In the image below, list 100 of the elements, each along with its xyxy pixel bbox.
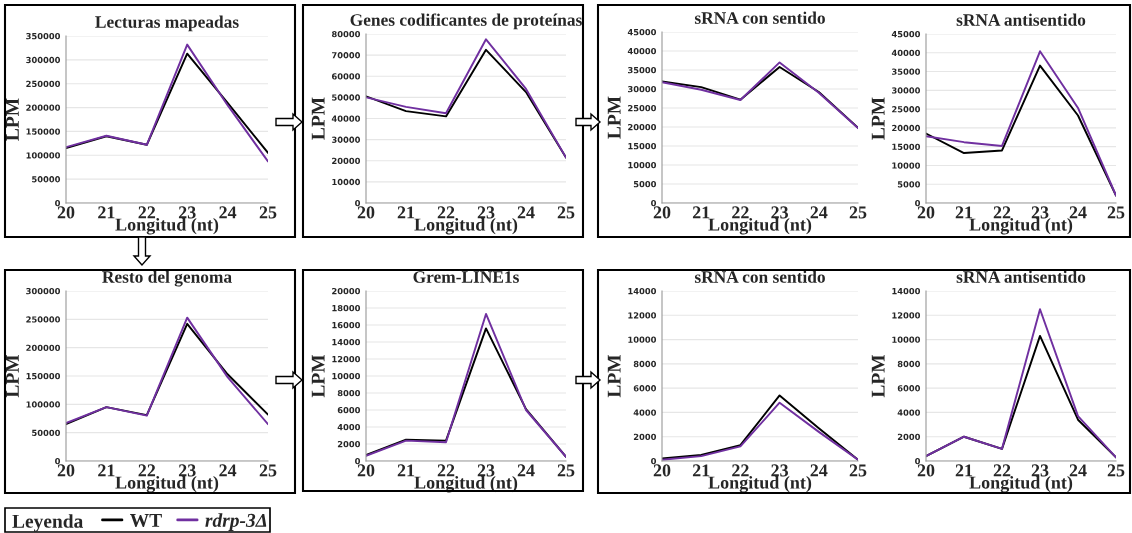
y-tick-label: 15000	[628, 142, 657, 150]
chart-title: Lecturas mapeadas	[95, 15, 239, 32]
y-tick-label: 300000	[26, 287, 61, 295]
y-tick-label: 300000	[26, 56, 61, 64]
y-tick-label: 16000	[332, 321, 361, 329]
y-tick-label: 5000	[633, 180, 657, 188]
x-tick-label: 23	[1031, 464, 1049, 477]
y-tick-label: 5000	[897, 181, 921, 188]
y-tick-label: 60000	[331, 73, 361, 80]
x-tick-label: 22	[138, 464, 156, 477]
y-tick-label: 40000	[627, 47, 657, 55]
x-tick-label: 25	[849, 464, 867, 477]
x-tick-label: 21	[955, 206, 973, 219]
y-tick-label: 250000	[26, 316, 61, 323]
y-axis-title: LPM	[311, 97, 325, 140]
y-tick-label: 0	[355, 199, 361, 207]
y-axis-title: LPM	[6, 98, 19, 141]
chart-title: Grem-LINE1s	[413, 271, 519, 283]
legend-label: WT	[130, 514, 162, 528]
y-tick-label: 150000	[26, 372, 61, 380]
y-axis-title: LPM	[871, 97, 885, 140]
y-tick-label: 4000	[897, 409, 921, 416]
y-tick-label: 10000	[628, 336, 657, 343]
y-tick-label: 0	[651, 457, 657, 465]
y-tick-label: 50000	[332, 94, 361, 101]
y-tick-label: 0	[55, 199, 61, 207]
x-tick-label: 23	[771, 464, 789, 477]
y-tick-label: 10000	[892, 336, 921, 343]
x-tick-label: 25	[259, 206, 277, 219]
y-axis-title: LPM	[311, 354, 325, 398]
y-tick-label: 20000	[628, 123, 657, 131]
y-tick-label: 350000	[26, 32, 61, 40]
y-tick-label: 6000	[897, 385, 921, 392]
y-tick-label: 2000	[897, 433, 921, 440]
y-tick-label: 10000	[332, 372, 361, 380]
y-tick-label: 4000	[633, 409, 657, 416]
chart-title: Resto del genoma	[102, 270, 232, 287]
x-tick-label: 20	[653, 206, 671, 219]
y-tick-label: 30000	[892, 87, 921, 94]
x-tick-label: 21	[397, 206, 415, 219]
x-tick-label: 24	[219, 206, 237, 219]
y-tick-label: 150000	[26, 128, 61, 135]
x-tick-label: 23	[771, 206, 789, 219]
y-tick-label: 0	[355, 457, 361, 465]
x-tick-label: 23	[477, 206, 495, 219]
chart-title: Genes codificantes de proteínas	[350, 13, 582, 30]
y-tick-label: 30000	[628, 85, 657, 93]
y-tick-label: 0	[55, 457, 61, 465]
y-tick-label: 80000	[331, 30, 361, 38]
y-tick-label: 10000	[628, 161, 657, 169]
y-tick-label: 8000	[633, 360, 657, 368]
x-tick-label: 23	[1031, 206, 1049, 219]
x-tick-label: 20	[57, 206, 75, 219]
y-tick-label: 50000	[32, 429, 61, 436]
chart-title: sRNA con sentido	[694, 270, 825, 283]
x-tick-label: 25	[557, 206, 575, 219]
x-tick-label: 22	[437, 206, 455, 219]
x-tick-label: 25	[1107, 206, 1125, 219]
x-tick-label: 24	[517, 206, 535, 219]
y-tick-label: 40000	[891, 49, 921, 57]
x-tick-label: 22	[993, 464, 1011, 477]
y-tick-label: 20000	[892, 124, 921, 132]
y-tick-label: 250000	[26, 80, 61, 87]
x-tick-label: 21	[692, 464, 710, 477]
legend-title: Leyenda	[12, 514, 84, 532]
y-tick-label: 45000	[627, 28, 657, 36]
x-tick-label: 21	[98, 464, 115, 477]
y-tick-label: 0	[915, 457, 921, 465]
y-tick-label: 10000	[332, 178, 361, 186]
y-tick-label: 35000	[628, 66, 657, 74]
y-tick-label: 200000	[26, 344, 61, 351]
y-tick-label: 18000	[332, 304, 361, 312]
x-tick-label: 24	[810, 464, 828, 477]
chart-title: sRNA con sentido	[694, 11, 825, 24]
chart-title: sRNA antisentido	[956, 270, 1086, 283]
x-tick-label: 21	[955, 464, 973, 477]
x-tick-label: 21	[397, 464, 415, 477]
x-tick-label: 20	[917, 464, 935, 477]
x-tick-label: 22	[732, 464, 749, 477]
x-tick-label: 22	[138, 206, 156, 219]
y-tick-label: 45000	[891, 30, 921, 38]
x-tick-label: 20	[357, 464, 375, 477]
y-tick-label: 0	[651, 199, 657, 207]
y-tick-label: 12000	[332, 355, 361, 363]
x-tick-label: 23	[178, 206, 196, 219]
x-tick-label: 25	[1107, 464, 1125, 477]
y-tick-label: 50000	[32, 176, 61, 183]
y-tick-label: 100000	[26, 152, 61, 159]
legend-label: rdrp-3Δ	[205, 513, 267, 531]
y-tick-label: 20000	[332, 287, 361, 295]
y-axis-title: LPM	[607, 354, 621, 398]
y-tick-label: 14000	[892, 287, 921, 295]
y-tick-label: 14000	[332, 338, 361, 346]
y-tick-label: 25000	[628, 104, 657, 112]
x-tick-label: 24	[219, 464, 237, 477]
y-tick-label: 200000	[26, 104, 61, 111]
y-tick-label: 12000	[892, 312, 921, 319]
y-tick-label: 8000	[337, 389, 361, 397]
y-tick-label: 6000	[337, 406, 361, 414]
y-axis-title: LPM	[871, 354, 885, 398]
